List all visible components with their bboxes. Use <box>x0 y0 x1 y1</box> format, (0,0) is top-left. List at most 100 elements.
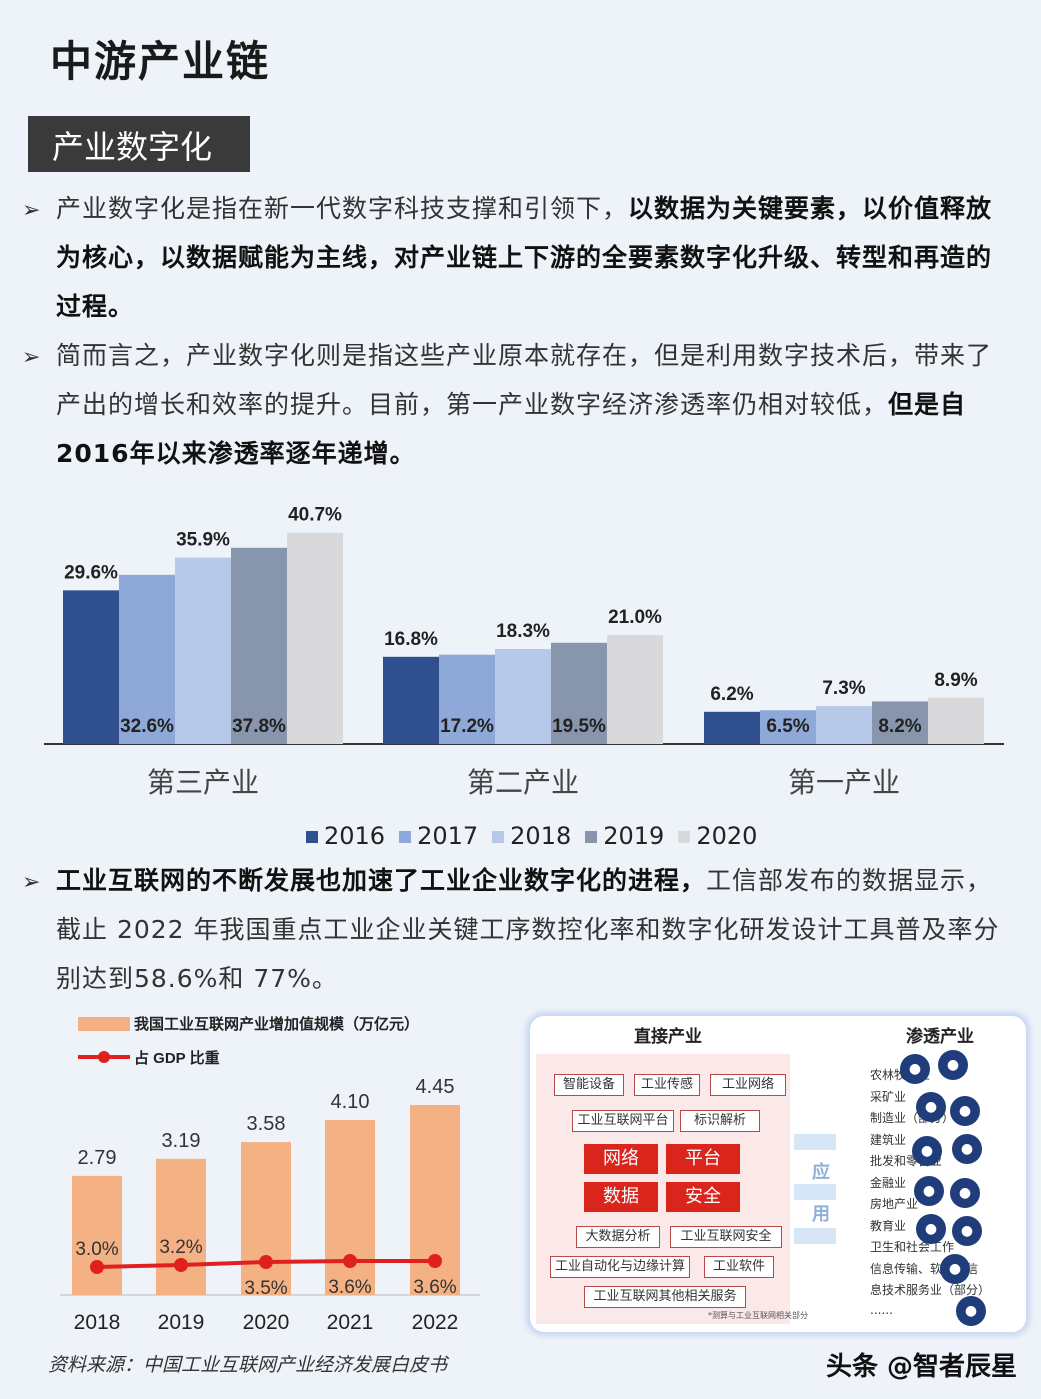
legend-swatch <box>585 831 598 843</box>
industry-icon: ● <box>940 1254 970 1284</box>
data-label: 21.0% <box>608 607 662 628</box>
data-label: 6.5% <box>766 716 809 737</box>
arrow-icon <box>794 1184 836 1200</box>
industry-tag: 大数据分析 <box>576 1226 660 1248</box>
apply-label-1: 应 <box>812 1162 830 1183</box>
p2-bold: 但是自2016年以来渗透率逐年递增。 <box>56 390 967 468</box>
industry-tag: 工业互联网安全 <box>670 1226 782 1248</box>
chart1-legend: 2016 2017 2018 2019 2020 <box>306 822 771 850</box>
penetration-industry-item: 息技术服务业（部分） <box>870 1283 991 1297</box>
source-note: 资料来源：中国工业互联网产业经济发展白皮书 <box>48 1354 448 1376</box>
arrow-icon <box>794 1228 836 1244</box>
penetration-industry-item: 采矿业 <box>870 1089 907 1104</box>
industry-icon: ● <box>900 1054 930 1084</box>
bar <box>72 1175 122 1295</box>
data-label: 4.10 <box>331 1091 370 1113</box>
bar <box>928 697 984 744</box>
industry-icon: ● <box>916 1214 946 1244</box>
core-block: 平台 <box>666 1144 740 1174</box>
data-label: 37.8% <box>232 716 286 737</box>
paragraph-2: 简而言之，产业数字化则是指这些产业原本就存在，但是利用数字技术后，带来了产出的增… <box>56 331 1016 478</box>
bar <box>231 547 287 744</box>
data-label: 6.2% <box>710 684 753 705</box>
bar <box>439 654 495 744</box>
industry-icon: ● <box>950 1178 980 1208</box>
industry-icon: ● <box>950 1096 980 1126</box>
data-label: 40.7% <box>288 505 342 526</box>
bar <box>175 557 231 744</box>
legend-item: 2019 <box>585 822 664 850</box>
watermark: 头条 @智者辰星 <box>826 1352 1018 1382</box>
direct-industry-title: 直接产业 <box>634 1027 702 1047</box>
bullet-icon: ➢ <box>22 198 41 223</box>
industry-icon: ● <box>912 1136 942 1166</box>
bullet-icon: ➢ <box>22 870 41 895</box>
bar <box>156 1158 206 1295</box>
category-label: 2020 <box>243 1311 290 1334</box>
bar <box>383 656 439 744</box>
category-label: 第一产业 <box>788 767 900 798</box>
penetration-industry-item: 卫生和社会工作 <box>870 1240 955 1254</box>
category-label: 第三产业 <box>147 767 259 798</box>
bar <box>872 701 928 744</box>
data-label: 17.2% <box>440 716 494 737</box>
bar <box>63 590 119 744</box>
industry-icon: ● <box>956 1296 986 1326</box>
data-label: 19.5% <box>552 716 606 737</box>
data-label: 7.3% <box>822 678 865 699</box>
line-point <box>259 1255 273 1269</box>
bullet-icon: ➢ <box>22 345 41 370</box>
apply-label-2: 用 <box>812 1204 830 1225</box>
line-label: 3.6% <box>328 1277 371 1298</box>
data-label: 3.58 <box>247 1113 286 1135</box>
section-header-bar <box>28 116 250 172</box>
category-label: 2022 <box>412 1311 459 1334</box>
bar <box>119 574 175 744</box>
arrow-icon <box>794 1134 836 1150</box>
data-label: 18.3% <box>496 621 550 642</box>
bar <box>760 710 816 744</box>
category-label: 2021 <box>327 1311 374 1334</box>
legend-item: 2017 <box>399 822 478 850</box>
industry-diagram: 直接产业 渗透产业 智能设备 工业传感 工业网络 工业互联网平台 标识解析 网络 平台 数据安… <box>530 1016 1026 1332</box>
legend-label: 我国工业互联网产业增加值规模（万亿元） <box>134 1015 419 1033</box>
industry-tag: 标识解析 <box>680 1110 760 1132</box>
core-block: 网络 <box>584 1144 658 1174</box>
legend-swatch <box>78 1017 130 1031</box>
direct-industry-box <box>536 1054 790 1324</box>
data-label: 2.79 <box>78 1147 117 1169</box>
industry-tag: 工业互联网平台 <box>572 1110 674 1132</box>
line-label: 3.2% <box>159 1237 202 1258</box>
bar <box>551 642 607 744</box>
core-block: 安全 <box>666 1182 740 1212</box>
section-label: 产业数字化 <box>52 128 213 166</box>
industry-tag: 工业互联网其他相关服务 <box>584 1286 746 1308</box>
bar <box>325 1119 375 1295</box>
industry-tag: 智能设备 <box>554 1074 624 1096</box>
industry-icon: ● <box>914 1176 944 1206</box>
core-block: 数据 <box>584 1182 658 1212</box>
p3-normal: 工信部发布的数据显示，截止 2022 年我国重点工业企业关键工序数控化率和数字化… <box>56 866 1000 993</box>
penetration-industry-item: 房地产业 <box>870 1197 919 1211</box>
legend-label: 2016 <box>324 822 386 850</box>
legend-marker <box>98 1051 110 1063</box>
legend-swatch <box>399 831 412 843</box>
legend-item: 2016 <box>306 822 385 850</box>
industry-icon: ● <box>938 1050 968 1080</box>
industrial-internet-chart: 我国工业互联网产业增加值规模（万亿元） 占 GDP 比重 2.79 2018 3.19 2… <box>60 1015 480 1334</box>
data-label: 32.6% <box>120 716 174 737</box>
bar <box>816 706 872 744</box>
line-point <box>174 1258 188 1272</box>
category-label: 2019 <box>158 1311 205 1334</box>
category-label: 第二产业 <box>467 767 579 798</box>
legend-label: 2019 <box>603 822 665 850</box>
industry-tag: 工业软件 <box>704 1256 774 1278</box>
legend-item: 2020 <box>678 822 757 850</box>
line-label: 3.5% <box>244 1278 287 1299</box>
p3-bold: 工业互联网的不断发展也加速了工业企业数字化的进程， <box>56 866 707 895</box>
p1-bold: 以数据为关键要素，以价值释放为核心，以数据赋能为主线，对产业链上下游的全要素数字… <box>56 194 993 321</box>
line-label: 3.6% <box>413 1277 456 1298</box>
page-title: 中游产业链 <box>50 37 271 86</box>
legend-swatch <box>492 831 505 843</box>
data-label: 3.19 <box>162 1130 201 1152</box>
